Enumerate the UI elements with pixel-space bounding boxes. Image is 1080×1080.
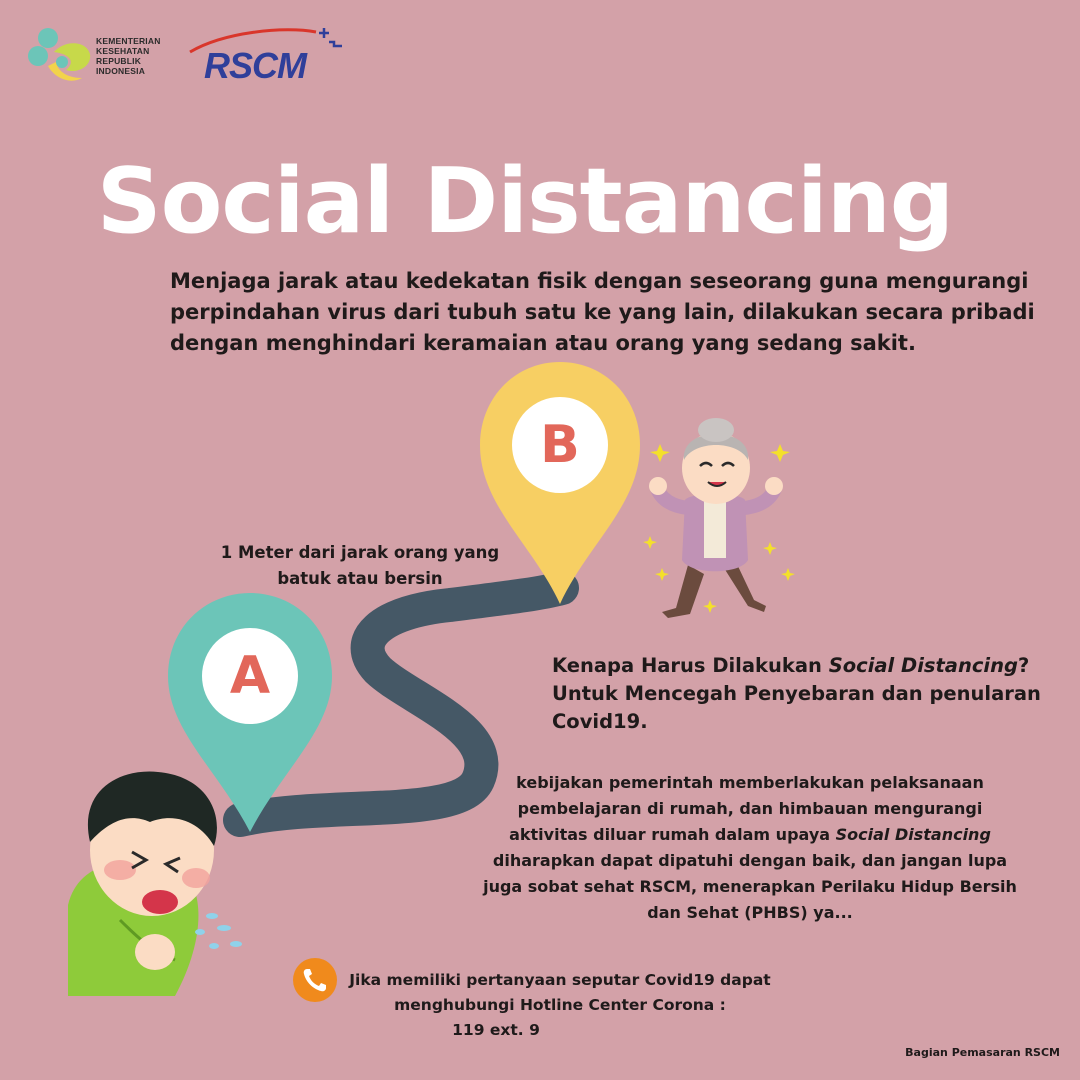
policy-line: kebijakan pemerintah memberlakukan pelak… — [516, 773, 984, 792]
why-answer-line: Untuk Mencegah Penyebaran dan penularan — [552, 682, 1041, 705]
kemenkes-logo: KEMENTERIAN KESEHATAN REPUBLIK INDONESIA — [26, 22, 186, 92]
definition-line: perpindahan virus dari tubuh satu ke yan… — [170, 300, 1035, 324]
why-section: Kenapa Harus Dilakukan Social Distancing… — [552, 652, 1052, 736]
rscm-logo-icon — [189, 28, 342, 54]
policy-line: pembelajaran di rumah, dan himbauan meng… — [517, 799, 983, 818]
definition-line: Menjaga jarak atau kedekatan fisik denga… — [170, 269, 1029, 293]
kemenkes-logo-text: KEMENTERIAN KESEHATAN REPUBLIK INDONESIA — [96, 36, 161, 76]
page-title: Social Distancing — [96, 149, 954, 254]
kemenkes-line: KESEHATAN — [96, 46, 150, 56]
road-path — [223, 571, 579, 837]
phone-glyph — [303, 969, 326, 992]
why-question: Kenapa Harus Dilakukan Social Distancing… — [552, 652, 1052, 680]
policy-line-prefix: aktivitas diluar rumah dalam upaya — [509, 825, 836, 844]
rscm-wordmark: RSCM — [204, 45, 307, 86]
distance-label: 1 Meter dari jarak orang yang batuk atau… — [205, 540, 515, 592]
kemenkes-line: INDONESIA — [96, 66, 146, 76]
marker-a-icon — [168, 593, 332, 832]
rscm-logo: RSCM — [184, 24, 354, 90]
phone-icon — [293, 958, 337, 1002]
distance-label-line: batuk atau bersin — [277, 569, 443, 588]
marker-b-icon — [480, 362, 640, 604]
policy-line: juga sobat sehat RSCM, menerapkan Perila… — [483, 877, 1017, 896]
distance-label-line: 1 Meter dari jarak orang yang — [220, 543, 500, 562]
hotline-number: 119 ext. 9 — [452, 1021, 540, 1039]
kemenkes-line: REPUBLIK — [96, 56, 142, 66]
policy-line: aktivitas diluar rumah dalam upaya Socia… — [470, 822, 1030, 848]
policy-line: dan Sehat (PHBS) ya... — [647, 903, 853, 922]
hotline-info: Jika memiliki pertanyaan seputar Covid19… — [300, 968, 820, 1043]
coughing-boy-illustration — [68, 771, 242, 996]
marker-a-letter: A — [229, 646, 271, 706]
hotline-line: menghubungi Hotline Center Corona : — [394, 996, 726, 1014]
definition-text: Menjaga jarak atau kedekatan fisik denga… — [170, 266, 1050, 359]
policy-line-emphasis: Social Distancing — [835, 825, 991, 844]
hotline-line: Jika memiliki pertanyaan seputar Covid19… — [349, 971, 771, 989]
credit-text: Bagian Pemasaran RSCM — [905, 1046, 1060, 1059]
why-question-prefix: Kenapa Harus Dilakukan — [552, 654, 829, 677]
policy-text: kebijakan pemerintah memberlakukan pelak… — [470, 770, 1030, 926]
why-question-emphasis: Social Distancing — [828, 654, 1018, 677]
definition-line: dengan menghindari keramaian atau orang … — [170, 331, 916, 355]
why-question-suffix: ? — [1017, 654, 1030, 677]
kemenkes-line: KEMENTERIAN — [96, 36, 161, 46]
marker-b-letter: B — [540, 415, 580, 475]
policy-line: diharapkan dapat dipatuhi dengan baik, d… — [492, 851, 1008, 870]
why-answer-line: Covid19. — [552, 710, 648, 733]
kemenkes-logo-icon — [28, 28, 91, 81]
happy-grandmother-illustration — [643, 418, 795, 618]
